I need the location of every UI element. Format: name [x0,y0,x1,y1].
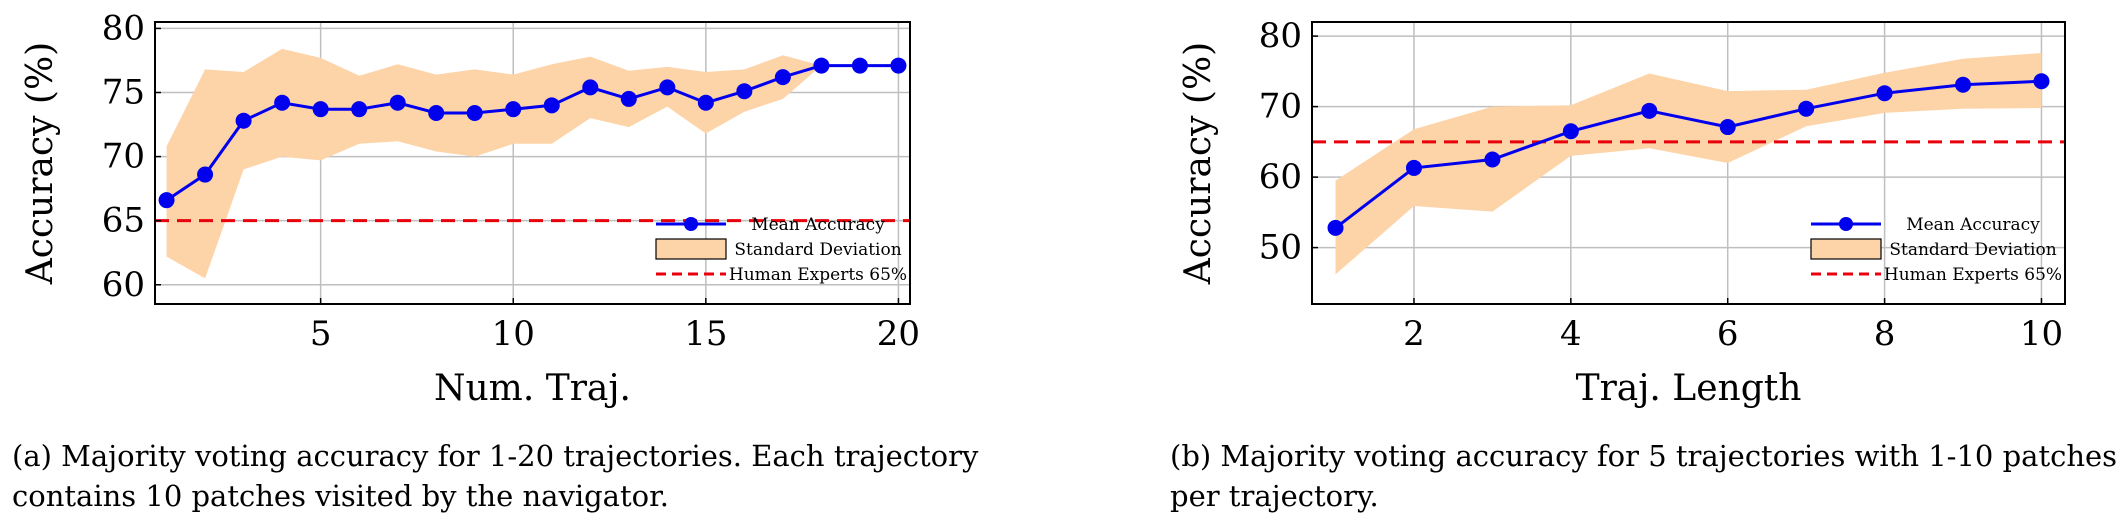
legend: Mean Accuracy Standard Deviation Human Exp… [1810,215,2062,285]
y-tick-label: 75 [102,73,145,113]
legend-label-band: Standard Deviation [734,240,901,260]
y-tick-label: 50 [1259,228,1302,268]
mean-accuracy-point [851,57,868,74]
caption-b: (b) Majority voting accuracy for 5 traje… [1170,439,2118,513]
mean-accuracy-point [1641,102,1658,119]
x-tick-label: 4 [1560,314,1582,354]
mean-accuracy-point [274,94,291,111]
y-tick-label: 70 [1259,87,1302,127]
x-tick-label: 10 [2020,314,2063,354]
mean-accuracy-point [428,105,445,122]
chart-b: 2 4 6 8 10 50 60 70 80 Traj. Length Accuracy (%) Me… [1178,16,2066,409]
mean-accuracy-point [235,112,252,129]
mean-accuracy-point [158,192,175,209]
mean-accuracy-line [1334,79,2042,230]
mean-accuracy-point [1405,159,1422,176]
mean-accuracy-point [389,94,406,111]
x-axis-label: Traj. Length [1576,368,1802,409]
legend-label-human: Human Experts 65% [1884,265,2062,285]
x-tick-label: 8 [1874,314,1896,354]
plot-frame [1311,21,2066,305]
mean-accuracy-point [659,79,676,96]
mean-accuracy-point [466,105,483,122]
x-axis-label: Num. Traj. [434,368,631,409]
mean-accuracy-point [582,79,599,96]
mean-accuracy-point [1327,219,1344,236]
mean-accuracy-point [543,97,560,114]
x-tick-label: 15 [684,314,727,354]
plot-frame [154,21,911,305]
mean-accuracy-point [736,83,753,100]
chart-panel-b: 2 4 6 8 10 50 60 70 80 Traj. Length Accuracy (%) Me… [1168,0,2124,524]
mean-accuracy-point [774,69,791,86]
caption-a: (a) Majority voting accuracy for 1-20 tr… [12,439,979,513]
mean-accuracy-point [620,90,637,107]
y-tick-label: 65 [102,201,145,241]
legend-label-mean: Mean Accuracy [751,215,885,235]
legend: Mean Accuracy Standard Deviation Human Exp… [655,215,907,285]
x-tick-label: 6 [1717,314,1739,354]
legend-band-swatch [1810,238,1882,260]
y-axis-label: Accuracy (%) [20,42,61,285]
std-deviation-band [166,48,822,279]
y-tick-label: 80 [102,8,145,48]
mean-accuracy-point [2033,73,2050,90]
chart-panel-a: 5 10 15 20 60 65 70 75 80 Num. Traj. Accuracy (%) M… [20,8,920,409]
mean-accuracy-point [813,57,830,74]
y-tick-label: 70 [102,137,145,177]
chart-a: 5 10 15 20 60 65 70 75 80 Num. Traj. Accuracy (%) M… [20,8,920,409]
legend-label-band: Standard Deviation [1889,240,2056,260]
x-tick-label: 10 [492,314,535,354]
mean-accuracy-point [197,166,214,183]
mean-accuracy-point [890,57,907,74]
y-tick-label: 60 [102,265,145,305]
mean-accuracy-point [351,101,368,118]
legend-label-mean: Mean Accuracy [1906,215,2040,235]
mean-accuracy-point [1798,100,1815,117]
std-deviation-band [1335,53,2042,275]
legend-label-human: Human Experts 65% [729,265,907,285]
legend-mean-marker [684,217,698,231]
y-tick-label: 60 [1259,157,1302,197]
y-axis-label: Accuracy (%) [1178,42,1219,285]
mean-accuracy-point [312,101,329,118]
x-tick-label: 2 [1403,314,1425,354]
x-tick-label: 20 [877,314,920,354]
mean-accuracy-point [505,101,522,118]
mean-accuracy-point [1484,151,1501,168]
mean-accuracy-point [1955,76,1972,93]
legend-band-swatch [655,238,727,260]
y-tick-label: 80 [1259,16,1302,56]
mean-accuracy-point [697,94,714,111]
mean-accuracy-point [1562,123,1579,140]
x-tick-label: 5 [310,314,332,354]
legend-mean-marker [1839,217,1853,231]
mean-accuracy-point [1876,85,1893,102]
mean-accuracy-point [1719,119,1736,136]
